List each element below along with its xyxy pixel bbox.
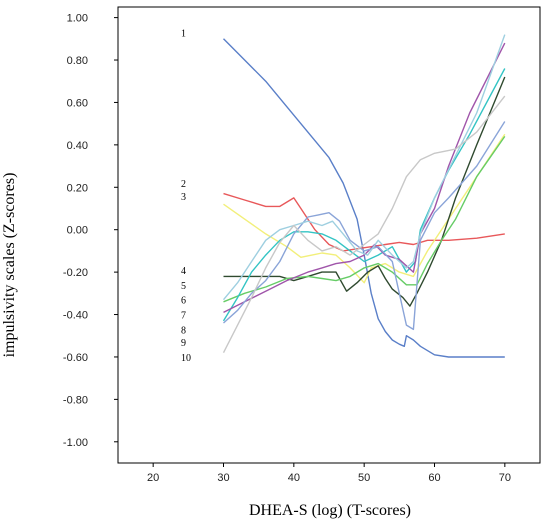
x-tick-label: 70 xyxy=(499,472,511,484)
series-number-label: 9 xyxy=(181,338,186,349)
y-tick-label: 0.60 xyxy=(67,97,88,109)
series-number-label: 1 xyxy=(181,28,186,39)
series-line-2 xyxy=(223,192,505,252)
y-tick-label: -0.80 xyxy=(63,394,88,406)
y-tick-label: 0.40 xyxy=(67,140,88,152)
y-tick-label: -0.40 xyxy=(63,310,88,322)
series-line-10 xyxy=(222,95,506,354)
series-number-label: 6 xyxy=(181,296,186,307)
series-line-3 xyxy=(223,133,506,284)
plot-lines xyxy=(222,34,506,358)
series-line-8 xyxy=(223,121,506,331)
series-number-label: 4 xyxy=(181,266,186,277)
y-tick-label: -1.00 xyxy=(63,437,88,449)
series-number-label: 5 xyxy=(181,281,186,292)
x-tick-label: 30 xyxy=(217,472,229,484)
series-number-label: 10 xyxy=(181,353,191,364)
x-axis-title: DHEA-S (log) (T-scores) xyxy=(249,502,411,519)
x-tick-label: 60 xyxy=(428,472,440,484)
series-line-9 xyxy=(222,34,506,301)
y-tick-label: -0.20 xyxy=(63,267,88,279)
x-tick-label: 20 xyxy=(147,472,159,484)
x-tick-label: 50 xyxy=(358,472,370,484)
series-number-label: 7 xyxy=(181,311,186,322)
y-axis-title: impulsivity scales (Z-scores) xyxy=(1,173,18,358)
series-number-label: 8 xyxy=(181,325,186,336)
y-tick-label: -0.60 xyxy=(63,352,88,364)
x-axis: 20 30 40 50 60 70 xyxy=(147,463,511,484)
y-tick-label: 0.00 xyxy=(67,225,88,237)
series-number-label: 2 xyxy=(181,179,186,190)
series-labels: 1 2 3 4 5 6 7 8 9 10 xyxy=(181,28,191,364)
series-line-5 xyxy=(223,135,506,303)
x-tick-label: 40 xyxy=(288,472,300,484)
plot-frame xyxy=(117,6,541,464)
y-tick-label: 0.80 xyxy=(67,55,88,67)
y-axis: 1.00 0.80 0.60 0.40 0.20 0.00 -0.20 -0.40 -0.60 -… xyxy=(63,13,118,449)
series-number-label: 3 xyxy=(181,192,186,203)
series-line-1 xyxy=(223,38,505,358)
y-tick-label: 0.20 xyxy=(67,182,88,194)
y-tick-label: 1.00 xyxy=(67,13,88,25)
